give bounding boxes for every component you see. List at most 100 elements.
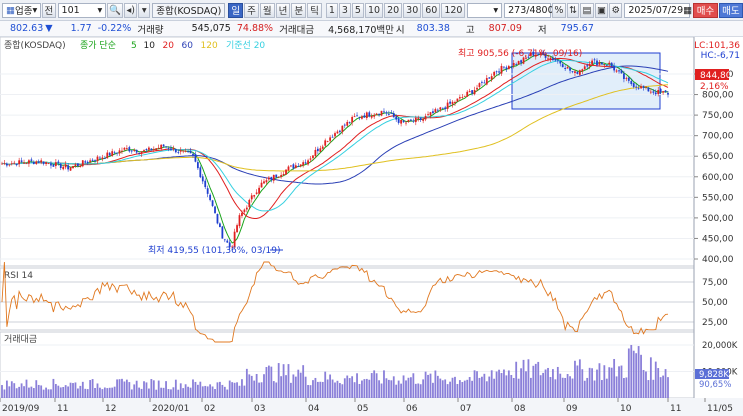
search-icon[interactable]: 🔍 bbox=[107, 2, 124, 18]
period-tab[interactable]: 월 bbox=[259, 2, 275, 18]
minute-step-button[interactable]: 5 bbox=[351, 2, 364, 18]
x-axis-label: 02 bbox=[204, 404, 215, 414]
x-axis-label: 2020/01 bbox=[152, 404, 189, 414]
candle-body bbox=[525, 57, 527, 59]
candle-body bbox=[182, 150, 185, 152]
volume-bar bbox=[378, 380, 380, 398]
candle-body bbox=[8, 164, 11, 166]
volume-bar bbox=[613, 358, 616, 398]
volume-bar bbox=[647, 380, 650, 398]
candle-body bbox=[125, 148, 128, 149]
type-indicator[interactable]: 전 bbox=[42, 2, 56, 18]
minute-step-button[interactable]: 10 bbox=[364, 2, 384, 18]
code-input[interactable]: 101 ▾ bbox=[57, 2, 107, 18]
volume-bar bbox=[157, 380, 160, 398]
candle-body bbox=[439, 107, 442, 110]
candle-body bbox=[338, 130, 341, 132]
volume-bar bbox=[380, 383, 383, 398]
volume-bar bbox=[410, 377, 412, 398]
volume-bar bbox=[623, 378, 625, 398]
candle-body bbox=[346, 121, 349, 126]
volume-bar bbox=[64, 385, 67, 398]
volume-bar bbox=[645, 371, 647, 398]
sell-button[interactable]: 매도 bbox=[718, 2, 743, 18]
candle-body bbox=[495, 71, 498, 73]
volume-bar bbox=[554, 379, 557, 398]
candle-body bbox=[598, 62, 601, 65]
volume-bar bbox=[667, 377, 669, 398]
candle-body bbox=[549, 57, 552, 60]
volume-bar bbox=[600, 380, 603, 398]
candle-body bbox=[424, 116, 427, 120]
volume-bar bbox=[566, 374, 569, 398]
volume-bar bbox=[15, 388, 18, 398]
buy-button[interactable]: 매수 bbox=[693, 2, 718, 18]
volume-bar bbox=[512, 377, 515, 398]
candle-body bbox=[174, 149, 177, 153]
candle-body bbox=[400, 119, 403, 124]
period-tab[interactable]: 틱 bbox=[307, 2, 322, 18]
minute-step-button[interactable]: 1 bbox=[325, 2, 338, 18]
candle-body bbox=[30, 159, 33, 161]
volume-bar bbox=[287, 364, 290, 398]
minute-step-button[interactable]: 120 bbox=[441, 2, 466, 18]
volume-bar bbox=[576, 365, 579, 398]
calendar-icon: ▦ bbox=[683, 4, 693, 16]
volume-bar bbox=[473, 370, 476, 398]
candle-body bbox=[263, 181, 265, 184]
volume-bar bbox=[326, 379, 329, 398]
link-icon[interactable]: % bbox=[552, 2, 566, 18]
speaker-icon[interactable]: ◂) bbox=[124, 2, 138, 18]
volume-bar bbox=[201, 386, 204, 398]
volume-bar bbox=[148, 388, 150, 398]
minute-step-button[interactable]: 3 bbox=[338, 2, 351, 18]
candle-body bbox=[13, 162, 16, 164]
candle-body bbox=[566, 67, 569, 69]
period-tab[interactable]: 일 bbox=[228, 2, 244, 18]
minute-step-button[interactable]: 30 bbox=[403, 2, 422, 18]
volume-bar bbox=[417, 383, 420, 398]
candle-body bbox=[133, 150, 136, 151]
price-axis-label: 800,00 bbox=[702, 91, 734, 101]
volume-bar bbox=[160, 387, 163, 398]
candle-body bbox=[290, 165, 292, 167]
candle-body bbox=[113, 152, 116, 154]
volume-bar bbox=[630, 344, 633, 398]
candle-body bbox=[647, 87, 650, 92]
price-axis-label: 500,00 bbox=[702, 214, 734, 224]
grid-icon[interactable]: ▤ bbox=[580, 2, 594, 18]
category-select[interactable]: ▦ 업종 ▾ bbox=[2, 2, 42, 18]
hc-label: HC:-6,71 bbox=[701, 51, 740, 61]
low-value: 795.67 bbox=[560, 23, 594, 34]
candle-body bbox=[130, 150, 133, 152]
gear-icon[interactable]: ⚙ bbox=[609, 2, 623, 18]
volume-bar bbox=[304, 376, 307, 398]
legend-item: 10 bbox=[144, 41, 156, 51]
candle-body bbox=[334, 133, 336, 137]
period-tab[interactable]: 년 bbox=[275, 2, 291, 18]
period-tab[interactable]: 분 bbox=[291, 2, 307, 18]
stock-chart[interactable]: 종합(KOSDAQ) 종가 단순 5 10 20 60 120 기준선 20 LC:101,… bbox=[0, 37, 743, 416]
period-tab[interactable]: 주 bbox=[244, 2, 259, 18]
chevron-down-icon[interactable]: ▾ bbox=[138, 2, 151, 18]
volume-bar bbox=[52, 378, 55, 398]
candle-body bbox=[331, 136, 334, 138]
minute-step-buttons: 1 3 5 10 20 30 60 120 bbox=[325, 2, 466, 18]
candle-body bbox=[358, 116, 361, 118]
minute-step-button[interactable]: 60 bbox=[422, 2, 441, 18]
step-input[interactable]: ▾ bbox=[467, 2, 503, 18]
candle-body bbox=[586, 65, 589, 67]
volume-bar bbox=[5, 380, 8, 398]
volume-bar bbox=[28, 387, 30, 398]
count-field[interactable]: 273/4800 bbox=[504, 2, 554, 18]
candle-body bbox=[488, 77, 491, 79]
volume-bar bbox=[414, 383, 417, 398]
date-field[interactable]: 2025/07/29 ▦ bbox=[624, 2, 693, 18]
volume-bar bbox=[275, 382, 278, 398]
sync-icon[interactable]: ⇅ bbox=[566, 2, 580, 18]
save-icon[interactable]: ▣ bbox=[594, 2, 609, 18]
volume-bar bbox=[461, 381, 464, 398]
candle-body bbox=[89, 160, 92, 163]
minute-step-button[interactable]: 20 bbox=[384, 2, 403, 18]
